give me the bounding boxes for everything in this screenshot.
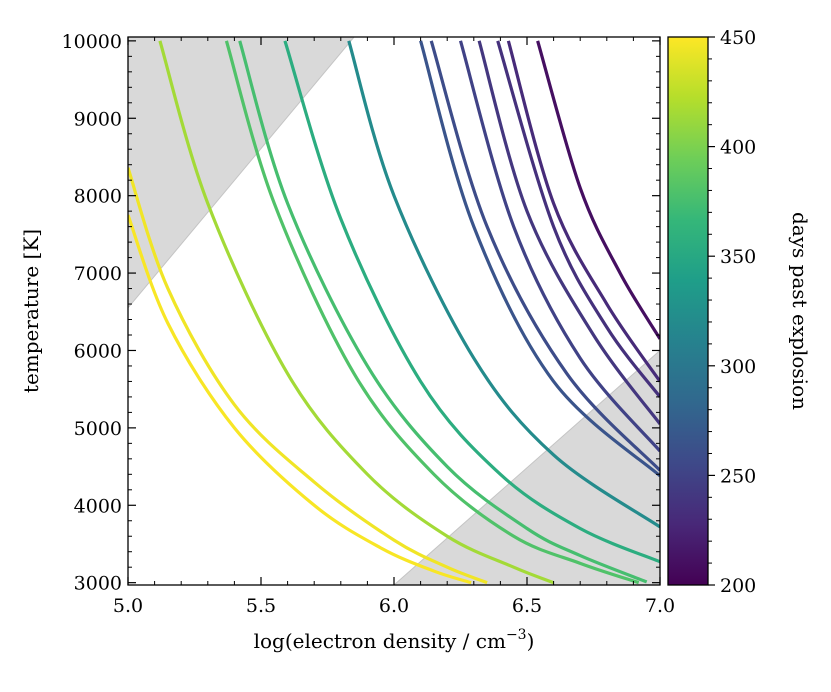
series-line-8 bbox=[347, 40, 660, 529]
x-tick-label: 5.0 bbox=[113, 595, 143, 617]
series-line-1 bbox=[536, 40, 660, 340]
x-axis-label-suffix: ) bbox=[527, 629, 535, 653]
x-axis-label-superscript: −3 bbox=[506, 627, 527, 643]
series-line-2 bbox=[506, 40, 660, 383]
y-axis-ticks: 3000 4000 5000 6000 7000 8000 9000 10000 bbox=[62, 31, 660, 595]
colorbar-label: days past explosion bbox=[788, 212, 812, 410]
y-tick-label: 4000 bbox=[74, 495, 122, 517]
y-tick-label: 8000 bbox=[74, 186, 122, 208]
colorbar-tick-label: 400 bbox=[720, 137, 756, 159]
colorbar-tick-label: 350 bbox=[720, 246, 756, 268]
x-tick-label: 7.0 bbox=[645, 595, 675, 617]
y-tick-label: 6000 bbox=[74, 340, 122, 362]
colorbar-tick-label: 450 bbox=[720, 27, 756, 49]
series-line-5 bbox=[458, 40, 660, 453]
colorbar-ticks: 200 250 300 350 400 450 bbox=[708, 27, 756, 597]
series-line-7 bbox=[419, 40, 660, 478]
y-tick-label: 9000 bbox=[74, 108, 122, 130]
series-line-12 bbox=[158, 40, 555, 585]
shaded-region-2 bbox=[393, 349, 660, 585]
colorbar-tick-label: 250 bbox=[720, 465, 756, 487]
colorbar-tick-label: 200 bbox=[720, 575, 756, 597]
y-tick-label: 10000 bbox=[62, 31, 122, 53]
series-line-10 bbox=[238, 40, 648, 584]
y-tick-label: 7000 bbox=[74, 263, 122, 285]
series-line-6 bbox=[429, 40, 660, 472]
series-line-13 bbox=[128, 167, 488, 585]
x-axis-ticks: 5.0 5.5 6.0 6.5 7.0 bbox=[113, 37, 675, 617]
y-tick-label: 5000 bbox=[74, 418, 122, 440]
x-tick-label: 6.5 bbox=[512, 595, 542, 617]
series-line-11 bbox=[224, 40, 640, 585]
series-line-3 bbox=[496, 40, 660, 398]
x-axis-label: log(electron density / cm−3) bbox=[254, 627, 535, 653]
shaded-region-1 bbox=[128, 37, 355, 309]
series-line-9 bbox=[283, 40, 660, 564]
colorbar-tick-label: 300 bbox=[720, 356, 756, 378]
shaded-regions bbox=[128, 37, 660, 585]
series-line-4 bbox=[477, 40, 660, 425]
x-tick-label: 6.0 bbox=[379, 595, 409, 617]
y-tick-label: 3000 bbox=[74, 573, 122, 595]
series-line-14 bbox=[128, 214, 472, 585]
colorbar bbox=[667, 36, 709, 586]
x-tick-label: 5.5 bbox=[246, 595, 276, 617]
data-series bbox=[128, 40, 660, 585]
y-axis-label: temperature [K] bbox=[19, 229, 43, 393]
